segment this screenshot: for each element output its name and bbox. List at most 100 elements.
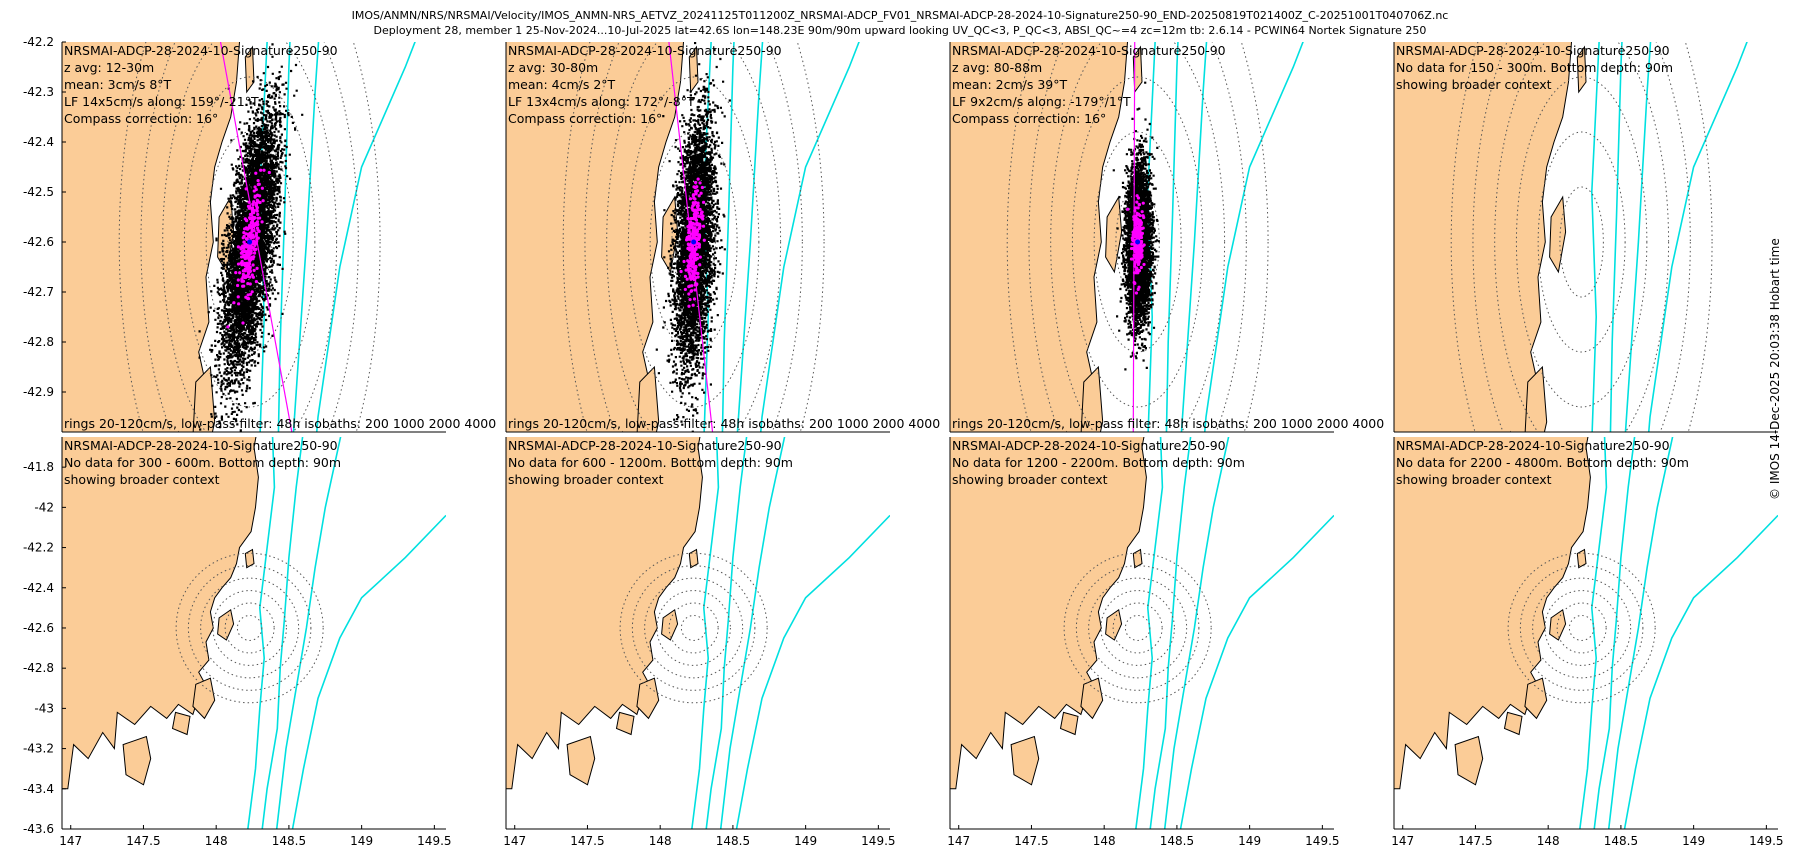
lowpass-point bbox=[236, 295, 240, 299]
panel-info-line-1: NRSMAI-ADCP-28-2024-10-Signature250-90 bbox=[1396, 43, 1670, 58]
speed-ring-5 bbox=[1472, 42, 1691, 432]
lowpass-point bbox=[702, 238, 706, 242]
speed-ring-3 bbox=[1544, 590, 1619, 666]
lowpass-points bbox=[226, 168, 271, 329]
speed-ring-4 bbox=[1532, 577, 1632, 679]
panel-footer: rings 20-120cm/s, low-pass filter: 48h i… bbox=[952, 416, 1384, 431]
lowpass-point bbox=[698, 263, 702, 267]
speed-ring-5 bbox=[140, 42, 359, 432]
lowpass-point bbox=[1136, 287, 1140, 291]
land-mass bbox=[950, 42, 1129, 432]
lowpass-point bbox=[251, 246, 255, 250]
lowpass-point bbox=[246, 272, 251, 276]
isobath-line-3 bbox=[275, 437, 342, 829]
lowpass-point bbox=[256, 228, 260, 232]
lowpass-point bbox=[254, 204, 259, 208]
lowpass-point bbox=[236, 245, 240, 249]
figure-title-line1: IMOS/ANMN/NRS/NRSMAI/Velocity/IMOS_ANMN-… bbox=[351, 9, 1449, 22]
speed-ring-5 bbox=[631, 565, 756, 691]
panel-footer: rings 20-120cm/s, low-pass filter: 48h i… bbox=[508, 416, 940, 431]
panel-info-line-3: mean: 4cm/s 2°T bbox=[508, 77, 616, 92]
speed-ring-2 bbox=[1556, 602, 1607, 654]
speed-ring-4 bbox=[644, 577, 744, 679]
x-tick-label: 147.5 bbox=[1458, 834, 1492, 848]
isobath-line-3 bbox=[1624, 42, 1652, 432]
lowpass-point bbox=[259, 168, 263, 172]
lowpass-point bbox=[246, 297, 251, 301]
lowpass-point bbox=[244, 245, 249, 249]
isobath-line-2 bbox=[705, 437, 748, 829]
speed-ring-6 bbox=[1063, 552, 1212, 704]
isobath-line-2 bbox=[1165, 42, 1179, 432]
lowpass-point bbox=[245, 237, 249, 241]
lowpass-point bbox=[1134, 206, 1138, 210]
lowpass-point bbox=[242, 284, 246, 288]
isobath-line-3 bbox=[1163, 437, 1230, 829]
lowpass-point bbox=[1137, 226, 1141, 230]
isobath-line-4 bbox=[1179, 514, 1334, 829]
lowpass-point bbox=[248, 235, 252, 239]
island-5 bbox=[244, 548, 255, 569]
y-tick-label: -43.6 bbox=[23, 822, 54, 836]
y-tick-label: -42.6 bbox=[23, 235, 54, 249]
panel-info-line-3: showing broader context bbox=[508, 472, 664, 487]
lowpass-point bbox=[1134, 218, 1138, 222]
lowpass-point bbox=[696, 201, 700, 205]
speed-ring-5 bbox=[1075, 565, 1200, 691]
lowpass-point bbox=[689, 217, 693, 221]
lowpass-point bbox=[694, 210, 698, 214]
lowpass-point bbox=[693, 248, 697, 253]
lowpass-point bbox=[698, 255, 702, 259]
lowpass-point bbox=[690, 276, 695, 281]
lowpass-point bbox=[687, 234, 691, 238]
isobath-line-4 bbox=[291, 514, 446, 829]
panel-info-line-4: LF 14x5cm/s along: 159°/-21°T bbox=[64, 94, 259, 109]
y-tick-label: -42.5 bbox=[23, 185, 54, 199]
lowpass-point bbox=[236, 262, 241, 266]
lowpass-point bbox=[254, 279, 258, 284]
lowpass-point bbox=[242, 249, 247, 253]
lowpass-point bbox=[261, 199, 265, 203]
island-2 bbox=[192, 677, 216, 720]
lowpass-point bbox=[240, 263, 244, 267]
lowpass-point bbox=[1139, 256, 1143, 260]
y-tick-label: -42 bbox=[34, 500, 54, 514]
panel-info-line-3: mean: 2cm/s 39°T bbox=[952, 77, 1067, 92]
speed-ring-3 bbox=[1071, 76, 1204, 408]
panel-info-line-2: No data for 150 - 300m. Bottom depth: 90… bbox=[1396, 60, 1673, 75]
lowpass-point bbox=[697, 226, 701, 231]
island-1 bbox=[661, 609, 679, 641]
lowpass-point bbox=[252, 200, 256, 204]
lowpass-point bbox=[252, 268, 256, 272]
isobath-line-3 bbox=[1607, 437, 1674, 829]
speed-ring-3 bbox=[1100, 590, 1175, 666]
lowpass-point bbox=[239, 255, 244, 259]
speed-ring-6 bbox=[1450, 42, 1713, 432]
lowpass-point bbox=[253, 185, 257, 189]
isobath-line-2 bbox=[1609, 42, 1623, 432]
lowpass-point bbox=[696, 242, 700, 246]
x-tick-label: 149 bbox=[350, 834, 373, 848]
lowpass-point bbox=[697, 235, 701, 240]
lowpass-point bbox=[688, 264, 692, 268]
speed-ring-6 bbox=[175, 552, 324, 704]
speed-ring-5 bbox=[1519, 565, 1644, 691]
lowpass-point bbox=[1135, 200, 1139, 204]
lowpass-point bbox=[1142, 262, 1146, 267]
island-4 bbox=[566, 735, 596, 786]
panel-info-line-2: No data for 2200 - 4800m. Bottom depth: … bbox=[1396, 455, 1689, 470]
lowpass-point bbox=[1138, 213, 1142, 218]
speed-ring-2 bbox=[1537, 131, 1626, 353]
panel-info-line-3: showing broader context bbox=[1396, 472, 1552, 487]
lowpass-point bbox=[687, 304, 691, 308]
island-2 bbox=[1080, 677, 1104, 720]
panel-info-line-2: No data for 600 - 1200m. Bottom depth: 9… bbox=[508, 455, 793, 470]
lowpass-point bbox=[685, 277, 689, 281]
island-4 bbox=[122, 735, 152, 786]
panel-info-line-4: LF 13x4cm/s along: 172°/-8°T bbox=[508, 94, 695, 109]
lowpass-point bbox=[692, 196, 696, 200]
isobath-line-1 bbox=[691, 437, 720, 829]
lowpass-point bbox=[248, 259, 252, 263]
lowpass-point bbox=[691, 270, 695, 274]
